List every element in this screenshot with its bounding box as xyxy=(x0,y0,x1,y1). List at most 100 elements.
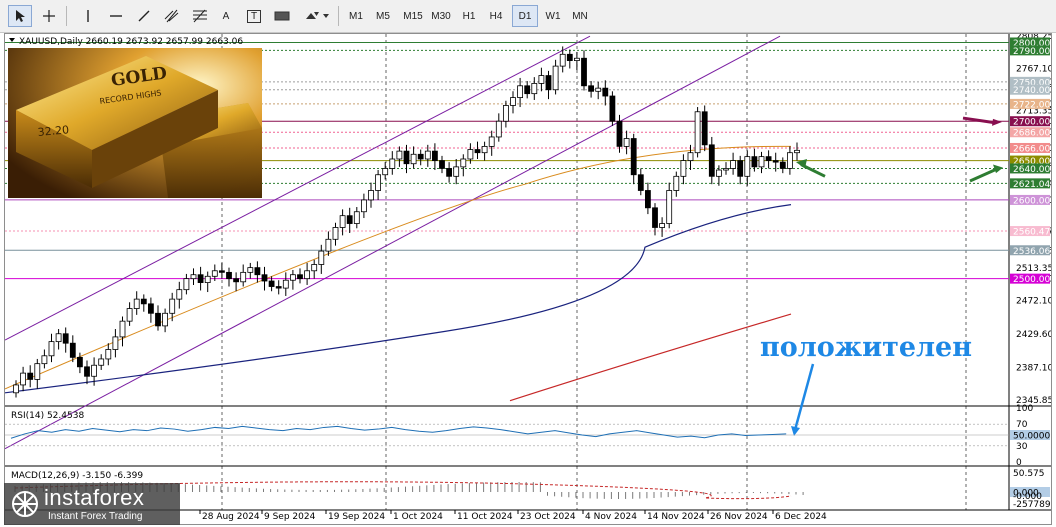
candle-body xyxy=(48,341,55,357)
candle-body xyxy=(112,336,119,350)
candle-body xyxy=(538,75,545,84)
candle-body xyxy=(772,160,779,163)
date-label: 14 Nov 2024 xyxy=(647,512,705,522)
candle-body xyxy=(524,85,531,95)
candle-body xyxy=(339,215,346,228)
rsi-scale-label: 70 xyxy=(1016,420,1028,430)
candle-body xyxy=(701,111,708,146)
timeframe-m5-button[interactable]: M5 xyxy=(376,10,390,22)
candle-body xyxy=(588,85,594,92)
price-level-tag xyxy=(1010,76,1050,87)
candle-body xyxy=(431,150,438,161)
candle-body xyxy=(41,355,48,365)
candle-body xyxy=(27,372,34,380)
candle-body xyxy=(495,120,502,138)
candles xyxy=(13,46,800,398)
arrow-blue xyxy=(793,363,815,431)
price-level-tag-text: 2740.00 xyxy=(1013,86,1050,96)
rsi-scale-label: 30 xyxy=(1016,442,1028,452)
price-image-text: 32.20 xyxy=(37,123,70,139)
date-label: 9 Sep 2024 xyxy=(264,512,316,522)
channel-icon[interactable] xyxy=(160,5,184,27)
candle-body xyxy=(325,238,332,252)
fibonacci-icon[interactable] xyxy=(188,5,212,27)
candle-body xyxy=(126,308,133,322)
macd-value-tag xyxy=(1010,487,1050,497)
arrow-green-right-head xyxy=(993,164,1003,174)
text-tool-icon[interactable]: A xyxy=(222,10,230,22)
price-level-tag xyxy=(1010,98,1050,109)
candle-body xyxy=(297,274,303,280)
price-level-tag-text: 2686.00 xyxy=(1013,129,1050,139)
macd-header: MACD(12,26,9) -3.150 -6.399 xyxy=(11,471,143,481)
candle-body xyxy=(730,160,736,169)
crosshair-icon[interactable] xyxy=(37,5,61,27)
text-label-glyph: T xyxy=(246,9,262,23)
candle-body xyxy=(517,85,523,98)
annotation-text: положителен xyxy=(760,332,972,363)
candle-body xyxy=(84,366,90,377)
price-level-tag xyxy=(1010,163,1050,174)
rsi-value-tag xyxy=(1010,430,1050,440)
candle-body xyxy=(744,156,751,177)
timeframe-h4-button[interactable]: H4 xyxy=(489,10,503,22)
macd-value-tag-text: 0.000 xyxy=(1013,489,1039,499)
candle-body xyxy=(13,384,19,394)
price-level-tag-text: 2640.00 xyxy=(1013,165,1050,175)
candle-body xyxy=(723,168,729,171)
text-label-icon[interactable]: T xyxy=(242,5,266,27)
candle-body xyxy=(446,168,453,177)
price-level-tag xyxy=(1010,45,1050,56)
candle-body xyxy=(254,267,261,276)
price-level-tag xyxy=(1010,37,1050,48)
price-level-tag xyxy=(1010,226,1050,237)
timeframe-w1-button[interactable]: W1 xyxy=(545,10,561,22)
cursor-icon[interactable] xyxy=(8,5,32,27)
candle-body xyxy=(375,174,382,191)
candle-body xyxy=(417,153,424,160)
rectangle-icon[interactable] xyxy=(270,5,294,27)
candle-body xyxy=(155,312,161,327)
candle-body xyxy=(119,320,126,338)
shapes-dropdown-icon[interactable] xyxy=(300,5,334,27)
channel-middle xyxy=(5,35,781,450)
logo-mark-icon xyxy=(12,491,38,517)
date-label: 26 Nov 2024 xyxy=(710,512,768,522)
candle-body xyxy=(147,303,154,314)
horizontal-line-icon[interactable] xyxy=(104,5,128,27)
timeframe-m1-button[interactable]: M1 xyxy=(349,10,363,22)
candle-body xyxy=(566,53,573,61)
arrow-green-right xyxy=(969,167,999,183)
candle-body xyxy=(637,174,644,191)
price-scale-label: 2387.10 xyxy=(1016,364,1051,374)
candle-body xyxy=(268,280,275,287)
price-level-tag xyxy=(1010,127,1050,138)
candle-body xyxy=(304,270,311,280)
price-level-tag-text: 2621.04 xyxy=(1013,180,1050,190)
timeframe-m15-button[interactable]: M15 xyxy=(403,10,423,22)
timeframe-mn-button[interactable]: MN xyxy=(572,10,588,22)
candle-body xyxy=(794,149,800,154)
candle-body xyxy=(787,152,793,169)
candle-body xyxy=(645,190,651,209)
price-level-tag xyxy=(1010,155,1050,166)
price-level-tag xyxy=(1010,273,1050,284)
candle-body xyxy=(630,138,637,176)
price-level-tag xyxy=(1010,116,1050,127)
candle-body xyxy=(162,312,169,327)
candle-body xyxy=(62,333,69,344)
timeframe-h1-button[interactable]: H1 xyxy=(462,10,476,22)
timeframe-m30-button[interactable]: M30 xyxy=(431,10,451,22)
candle-body xyxy=(275,286,282,289)
timeframe-d1-button[interactable]: D1 xyxy=(512,5,538,27)
price-level-tag-text: 2500.00 xyxy=(1013,275,1050,285)
price-chart[interactable]: 2808.252767.102750.002740.002722.002713.… xyxy=(5,34,1051,524)
candle-body xyxy=(91,364,97,377)
date-label: 4 Nov 2024 xyxy=(585,512,637,522)
candle-body xyxy=(673,175,680,191)
candle-body xyxy=(623,138,630,147)
trendline-icon[interactable] xyxy=(132,5,156,27)
vertical-line-icon[interactable] xyxy=(76,5,100,27)
candle-body xyxy=(716,169,722,177)
chart-header: XAUUSD,Daily 2660.19 2673.92 2657.99 266… xyxy=(19,37,243,47)
